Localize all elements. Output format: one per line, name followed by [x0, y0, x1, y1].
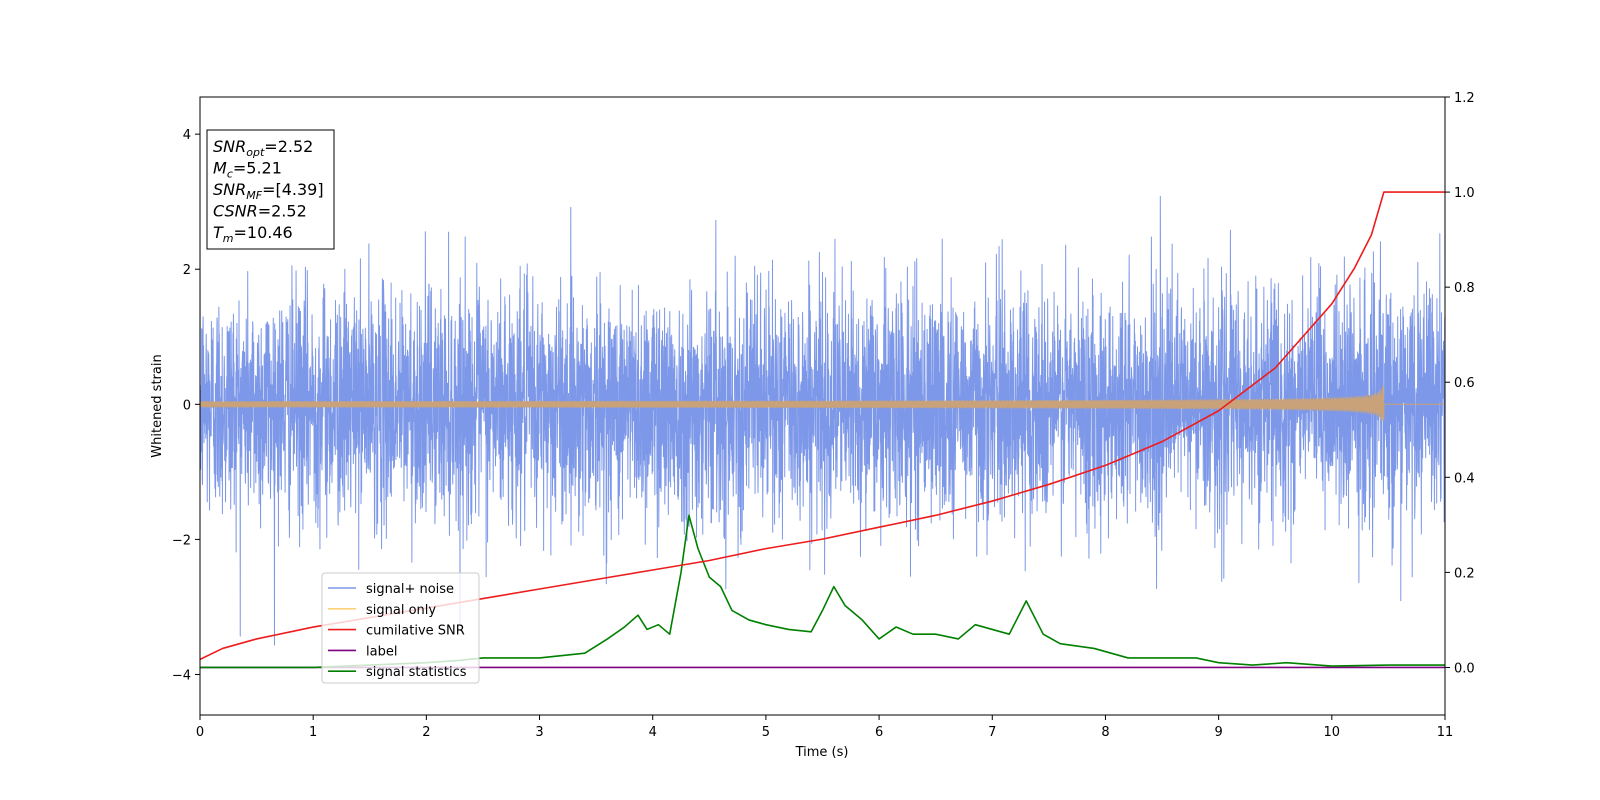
- x-tick-label: 7: [988, 725, 996, 740]
- annotation-line: SNRMF=[4.39]: [213, 180, 324, 202]
- x-tick-label: 1: [309, 725, 317, 740]
- x-tick-label: 4: [649, 725, 657, 740]
- right-tick-label: 1.2: [1454, 91, 1475, 106]
- left-axis-ticks: −4 −2 0 2 4: [172, 128, 200, 683]
- left-tick-label: 0: [183, 398, 191, 413]
- legend: signal+ noise signal only cumilative SNR la…: [321, 572, 480, 684]
- annotation-subscript: c: [227, 168, 233, 181]
- annotation-value: =10.46: [234, 223, 293, 242]
- right-tick-label: 0.2: [1454, 566, 1475, 581]
- x-tick-label: 0: [196, 725, 204, 740]
- annotation-subscript: opt: [246, 146, 265, 159]
- annotation-line: Tm=10.46: [213, 223, 293, 245]
- annotation-value: =2.52: [258, 202, 307, 221]
- annotation-line: Mc=5.21: [213, 159, 282, 181]
- x-tick-label: 5: [762, 725, 770, 740]
- right-tick-label: 0.6: [1454, 376, 1475, 391]
- annotation-box: SNRopt=2.52Mc=5.21SNRMF=[4.39]CSNR=2.52T…: [206, 129, 335, 250]
- left-tick-label: 2: [183, 263, 191, 278]
- right-tick-label: 0.8: [1454, 281, 1475, 296]
- plot-frame: [199, 96, 1446, 716]
- annotation-subscript: m: [223, 232, 234, 245]
- y-axis-label: Whitened strain: [150, 354, 165, 457]
- right-tick-label: 0.4: [1454, 471, 1475, 486]
- legend-label: label: [366, 644, 397, 659]
- annotation-symbol: CSNR: [213, 202, 258, 221]
- annotation-symbol: M: [213, 159, 227, 178]
- annotation-value: =[4.39]: [262, 180, 324, 199]
- x-tick-label: 10: [1324, 725, 1341, 740]
- annotation-symbol: SNR: [213, 137, 246, 156]
- annotation-value: =5.21: [233, 159, 282, 178]
- legend-label: signal only: [366, 603, 436, 618]
- series-signal-noise: [200, 195, 1445, 646]
- legend-label: signal+ noise: [366, 582, 454, 597]
- left-tick-label: −2: [172, 533, 191, 548]
- annotation-symbol: SNR: [213, 180, 246, 199]
- x-tick-label: 11: [1437, 725, 1454, 740]
- right-tick-label: 1.0: [1454, 186, 1475, 201]
- right-tick-label: 0.0: [1454, 661, 1475, 676]
- x-tick-label: 8: [1101, 725, 1109, 740]
- annotation-subscript: MF: [246, 189, 262, 202]
- right-axis-ticks: 0.0 0.2 0.4 0.6 0.8 1.0 1.2: [1445, 91, 1475, 676]
- annotation-symbol: T: [213, 223, 224, 242]
- x-axis-label: Time (s): [795, 745, 849, 760]
- x-tick-label: 3: [535, 725, 543, 740]
- legend-label: cumilative SNR: [366, 624, 465, 639]
- left-tick-label: −4: [172, 668, 191, 683]
- annotation-line: SNRopt=2.52: [213, 137, 313, 159]
- x-tick-label: 2: [422, 725, 430, 740]
- x-tick-label: 6: [875, 725, 883, 740]
- series-signal-only: [200, 385, 1445, 422]
- series-signal-statistics: [200, 514, 1445, 669]
- x-tick-label: 9: [1214, 725, 1222, 740]
- legend-label: signal statistics: [366, 665, 467, 680]
- left-tick-label: 4: [183, 128, 191, 143]
- x-axis-ticks: 0 1 2 3 4 5 6 7 8 9 10 11: [196, 715, 1453, 740]
- annotation-line: CSNR=2.52: [213, 202, 307, 221]
- annotation-value: =2.52: [264, 137, 313, 156]
